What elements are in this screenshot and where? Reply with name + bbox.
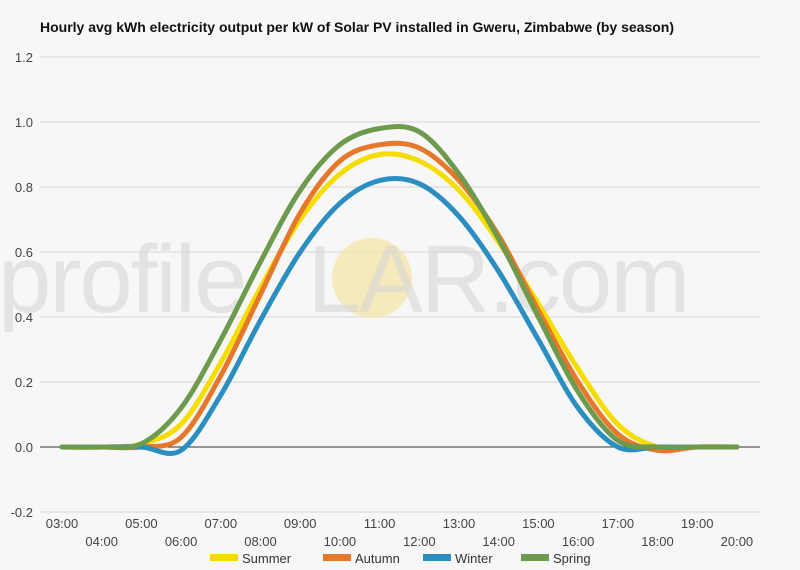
legend-swatch-autumn — [323, 554, 351, 561]
x-tick-label: 16:00 — [562, 534, 595, 549]
series-line-spring — [59, 123, 740, 451]
x-tick-label: 09:00 — [284, 516, 317, 531]
y-tick-label: 0.8 — [15, 180, 33, 195]
x-tick-label: 13:00 — [443, 516, 476, 531]
y-axis-labels: -0.2 0.0 0.2 0.4 0.6 0.8 1.0 1.2 — [11, 50, 33, 520]
y-tick-label: 1.0 — [15, 115, 33, 130]
legend-label-spring: Spring — [553, 551, 591, 566]
x-tick-label: 06:00 — [165, 534, 198, 549]
x-tick-label: 17:00 — [602, 516, 635, 531]
y-tick-label: 0.0 — [15, 440, 33, 455]
x-tick-label: 15:00 — [522, 516, 555, 531]
x-tick-label: 14:00 — [482, 534, 515, 549]
chart-title: Hourly avg kWh electricity output per kW… — [40, 19, 675, 35]
legend: Summer Autumn Winter Spring — [210, 551, 591, 566]
legend-swatch-spring — [521, 554, 549, 561]
x-tick-label: 04:00 — [85, 534, 118, 549]
x-tick-label: 20:00 — [721, 534, 754, 549]
x-axis-labels: 03:00 04:00 05:00 06:00 07:00 08:00 09:00 10:00… — [46, 516, 753, 549]
watermark-sun — [332, 238, 412, 318]
legend-label-autumn: Autumn — [355, 551, 400, 566]
x-tick-label: 12:00 — [403, 534, 436, 549]
y-tick-label: 0.4 — [15, 310, 33, 325]
legend-swatch-winter — [423, 554, 451, 561]
x-tick-label: 19:00 — [681, 516, 714, 531]
y-tick-label: 1.2 — [15, 50, 33, 65]
series-line-autumn — [59, 140, 740, 454]
x-tick-label: 10:00 — [324, 534, 357, 549]
y-tick-label: 0.6 — [15, 245, 33, 260]
x-tick-label: 03:00 — [46, 516, 79, 531]
y-tick-label: 0.2 — [15, 375, 33, 390]
series-line-winter — [59, 176, 740, 456]
series-line-summer — [59, 151, 740, 452]
series-lines — [59, 123, 740, 456]
legend-swatch-summer — [210, 554, 238, 561]
x-tick-label: 05:00 — [125, 516, 158, 531]
y-tick-label: -0.2 — [11, 505, 33, 520]
watermark-text-left: profile — [0, 226, 245, 333]
x-tick-label: 18:00 — [641, 534, 674, 549]
x-tick-label: 07:00 — [205, 516, 238, 531]
svg-text:profileSLAR.com: profileSLAR.com — [0, 226, 688, 333]
legend-label-summer: Summer — [242, 551, 292, 566]
legend-label-winter: Winter — [455, 551, 493, 566]
x-tick-label: 11:00 — [364, 516, 396, 531]
x-tick-label: 08:00 — [244, 534, 277, 549]
watermark: profileSLAR.com — [0, 226, 690, 333]
